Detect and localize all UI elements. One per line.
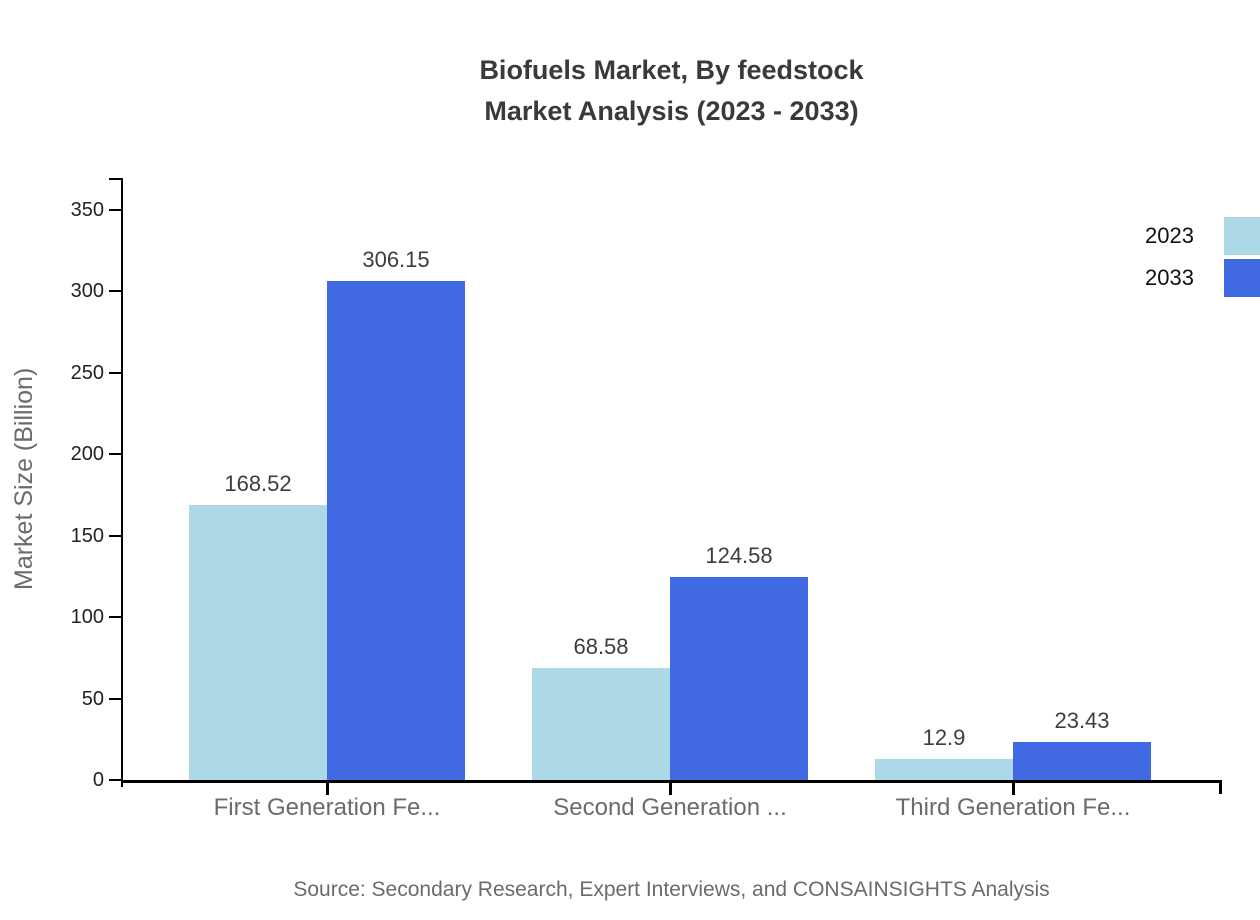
source-text: Source: Secondary Research, Expert Inter…	[293, 878, 1050, 901]
bar-2023	[532, 668, 670, 780]
y-tick-label: 100	[70, 606, 104, 628]
y-tick-label: 150	[70, 524, 104, 547]
y-tick-label: 50	[81, 687, 104, 710]
legend-label: 2033	[1145, 265, 1194, 290]
bar-value-label: 306.15	[362, 246, 430, 272]
x-tick	[326, 783, 329, 795]
x-tick	[1012, 783, 1015, 795]
y-tick-label: 200	[70, 443, 104, 465]
x-tick	[669, 783, 672, 795]
y-axis-line	[121, 178, 123, 787]
bar-value-label: 68.58	[573, 634, 629, 660]
x-category-label: First Generation Fe...	[213, 794, 441, 821]
x-axis-line	[121, 780, 1222, 783]
chart-title-line1: Biofuels Market, By feedstock	[479, 55, 864, 85]
bar-value-label: 168.52	[224, 471, 292, 497]
x-category-label: Third Generation Fe...	[895, 794, 1131, 821]
bar-2023	[875, 758, 1013, 780]
legend-swatch	[1224, 217, 1260, 255]
legend-item-2023: 2023	[1145, 217, 1260, 255]
chart-title: Biofuels Market, By feedstock Market Ana…	[121, 50, 1222, 132]
y-tick-label: 350	[70, 198, 104, 221]
legend-swatch	[1224, 259, 1260, 297]
x-axis-end-cap	[1219, 780, 1222, 794]
bar-value-label: 12.9	[922, 724, 966, 750]
y-tick	[109, 453, 121, 455]
y-tick	[109, 779, 121, 781]
legend-item-2033: 2033	[1145, 259, 1260, 297]
legend-label: 2023	[1145, 223, 1194, 248]
y-tick-label: 0	[92, 769, 104, 791]
legend: 2023 2033	[1145, 217, 1260, 301]
bar-2033	[327, 280, 465, 780]
x-category-label: Second Generation ...	[553, 794, 787, 821]
y-tick	[109, 616, 121, 618]
y-axis-top-cap	[109, 178, 121, 180]
bar-2023	[189, 505, 327, 780]
y-tick	[109, 371, 121, 374]
bar-2033	[1013, 741, 1151, 780]
y-tick	[109, 208, 121, 211]
y-tick	[109, 534, 121, 537]
bar-value-label: 124.58	[705, 542, 773, 568]
bar-2033	[670, 576, 808, 780]
y-tick	[109, 290, 121, 292]
y-tick	[109, 697, 121, 700]
y-tick-label: 250	[70, 361, 104, 384]
y-tick-label: 300	[70, 280, 104, 302]
bar-value-label: 23.43	[1054, 707, 1110, 733]
chart-title-line2: Market Analysis (2023 - 2033)	[484, 96, 859, 126]
